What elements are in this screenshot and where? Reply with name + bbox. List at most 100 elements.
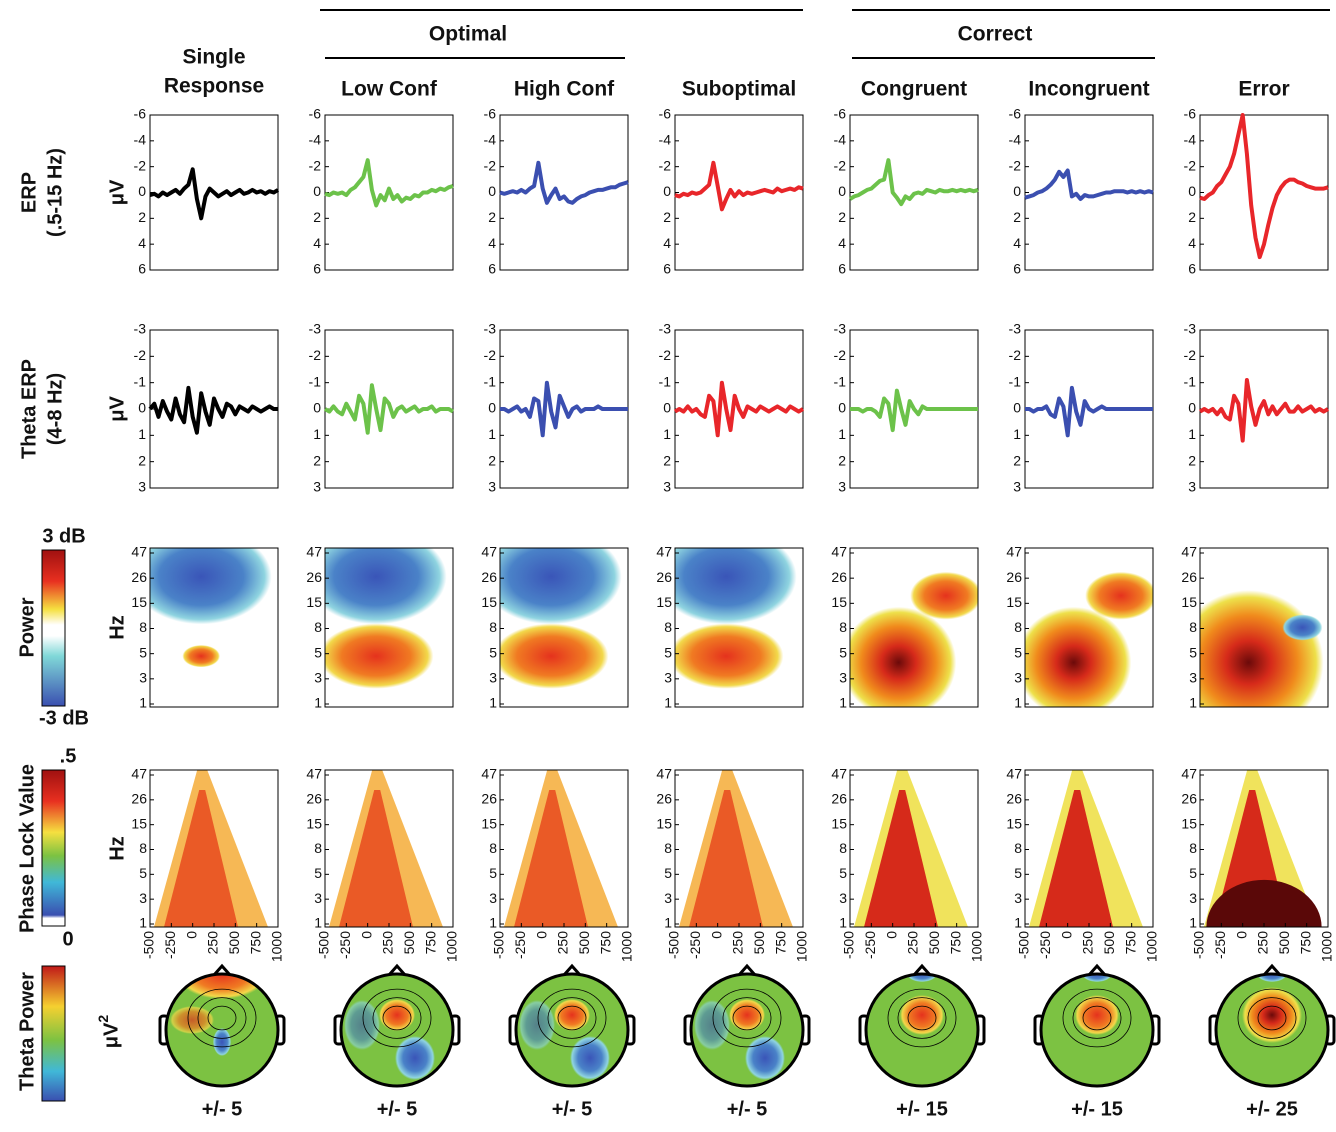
- unit-label: μV: [106, 179, 128, 205]
- y-tick-label: 2: [838, 452, 846, 468]
- y-tick-label: 5: [139, 644, 147, 660]
- topo-blob: [1075, 995, 1119, 1035]
- y-tick-label: 6: [663, 261, 671, 277]
- heatmap: [500, 770, 628, 927]
- y-tick-label: 3: [488, 479, 496, 495]
- y-tick-label: -2: [1184, 347, 1197, 363]
- y-tick-label: 5: [489, 865, 497, 881]
- x-tick-label: 0: [1233, 931, 1249, 939]
- colorbar-label: -3 dB: [39, 707, 89, 729]
- x-tick-label: 750: [422, 931, 438, 955]
- y-tick-label: 26: [656, 791, 672, 807]
- y-tick-label: 1: [1013, 426, 1021, 442]
- y-tick-label: 0: [1013, 400, 1021, 416]
- y-tick-label: 47: [831, 766, 847, 782]
- y-tick-label: -2: [834, 157, 847, 173]
- heatmap: [1025, 770, 1153, 927]
- y-tick-label: 47: [656, 544, 672, 560]
- column-header: Single: [182, 46, 245, 69]
- y-tick-label: -2: [484, 347, 497, 363]
- y-tick-label: -2: [1009, 157, 1022, 173]
- x-tick-label: -500: [841, 931, 857, 959]
- column-header: Incongruent: [1028, 78, 1149, 101]
- y-tick-label: 4: [488, 235, 496, 251]
- x-tick-label: -250: [1037, 931, 1053, 959]
- y-tick-label: 15: [131, 594, 147, 610]
- y-tick-label: 3: [1014, 890, 1022, 906]
- y-tick-label: 2: [1188, 452, 1196, 468]
- heat-blob: [481, 529, 622, 624]
- y-tick-label: 6: [838, 261, 846, 277]
- y-tick-label: -1: [134, 373, 147, 389]
- y-tick-label: -6: [1184, 106, 1197, 122]
- y-tick-label: 0: [1188, 400, 1196, 416]
- y-tick-label: 0: [138, 183, 146, 199]
- y-tick-label: 8: [1014, 840, 1022, 856]
- y-tick-label: 8: [664, 619, 672, 635]
- y-tick-label: -2: [309, 347, 322, 363]
- y-tick-label: 2: [663, 452, 671, 468]
- y-tick-label: 2: [313, 209, 321, 225]
- y-tick-label: 0: [663, 400, 671, 416]
- y-tick-label: 2: [488, 209, 496, 225]
- row-label: (.5-15 Hz): [44, 148, 66, 237]
- y-tick-label: -2: [659, 157, 672, 173]
- y-tick-label: 1: [139, 695, 147, 711]
- y-tick-label: 47: [1181, 544, 1197, 560]
- y-tick-label: 47: [1181, 766, 1197, 782]
- y-tick-label: 3: [489, 670, 497, 686]
- x-tick-label: 250: [205, 931, 221, 955]
- y-tick-label: -3: [1009, 321, 1022, 337]
- topo-blob: [170, 1006, 214, 1034]
- y-tick-label: 15: [1006, 594, 1022, 610]
- y-tick-label: 15: [656, 594, 672, 610]
- heat-blob: [1282, 615, 1322, 641]
- colorbar-label: 0: [62, 928, 73, 950]
- y-tick-label: 0: [1188, 183, 1196, 199]
- y-tick-label: 4: [313, 235, 321, 251]
- scale-label: +/- 15: [1071, 1098, 1123, 1120]
- y-tick-label: 5: [139, 865, 147, 881]
- y-tick-label: -6: [834, 106, 847, 122]
- heatmap: [306, 529, 453, 707]
- x-tick-label: 250: [380, 931, 396, 955]
- y-tick-label: 0: [313, 183, 321, 199]
- y-tick-label: 6: [138, 261, 146, 277]
- y-tick-label: 2: [1013, 452, 1021, 468]
- y-tick-label: 47: [131, 766, 147, 782]
- y-tick-label: 15: [1181, 594, 1197, 610]
- heatmap: [850, 770, 978, 927]
- column-header: Congruent: [861, 78, 967, 101]
- y-tick-label: 6: [313, 261, 321, 277]
- colorbar: [42, 966, 65, 1101]
- y-tick-label: 26: [131, 569, 147, 585]
- topo-blob: [729, 999, 765, 1031]
- y-tick-label: 8: [489, 840, 497, 856]
- topo-blob: [213, 1028, 231, 1056]
- x-tick-label: 250: [1255, 931, 1271, 955]
- x-tick-label: 1000: [1319, 931, 1335, 962]
- x-tick-label: 750: [947, 931, 963, 955]
- y-tick-label: 3: [1014, 670, 1022, 686]
- y-tick-label: 8: [839, 619, 847, 635]
- x-tick-label: 750: [247, 931, 263, 955]
- y-tick-label: 5: [1014, 644, 1022, 660]
- y-tick-label: 5: [489, 644, 497, 660]
- heat-blob: [910, 572, 982, 620]
- y-tick-label: 4: [1013, 235, 1021, 251]
- y-tick-label: -2: [309, 157, 322, 173]
- x-tick-label: 250: [730, 931, 746, 955]
- y-tick-label: 5: [839, 865, 847, 881]
- y-tick-label: -4: [309, 132, 322, 148]
- y-tick-label: -2: [1009, 347, 1022, 363]
- x-tick-label: 500: [926, 931, 942, 955]
- x-tick-label: -250: [687, 931, 703, 959]
- x-tick-label: -500: [316, 931, 332, 959]
- x-tick-label: 0: [1058, 931, 1074, 939]
- y-tick-label: 3: [1013, 479, 1021, 495]
- y-tick-label: -4: [1184, 132, 1197, 148]
- y-tick-label: 5: [314, 644, 322, 660]
- x-tick-label: -500: [666, 931, 682, 959]
- y-tick-label: 15: [831, 815, 847, 831]
- x-tick-label: -250: [512, 931, 528, 959]
